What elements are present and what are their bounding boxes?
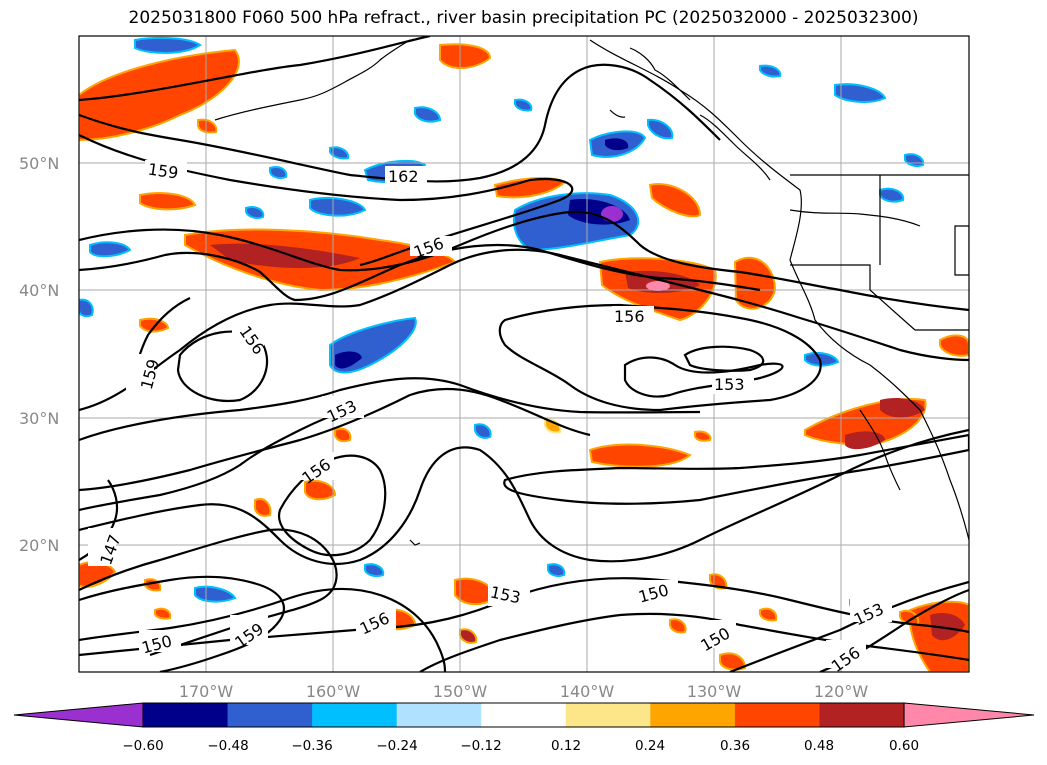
- lat-label-40n: 40°N: [19, 281, 59, 300]
- colorbar-tick-label: −0.24: [376, 738, 417, 754]
- latitude-labels: 50°N 40°N 30°N 20°N: [19, 154, 59, 555]
- contour-labels: 159 162 156 156 159 156 153 153 156 147 …: [88, 160, 892, 676]
- lon-label-130w: 130°W: [687, 682, 742, 701]
- longitude-labels: 170°W 160°W 150°W 140°W 130°W 120°W: [179, 682, 869, 701]
- graticule: [79, 36, 969, 672]
- colorbar-segments: [13, 702, 1035, 728]
- lon-label-160w: 160°W: [306, 682, 361, 701]
- precip-negative-shading: [79, 36, 925, 612]
- colorbar-segment: [312, 703, 398, 727]
- colorbar-segment: [143, 703, 229, 727]
- lon-label-150w: 150°W: [433, 682, 488, 701]
- colorbar: −0.60 −0.48 −0.36 −0.24 −0.12 0.12 0.24 …: [13, 702, 1035, 754]
- colorbar-tick-label: 0.24: [635, 738, 665, 754]
- colorbar-segment: [819, 703, 905, 727]
- colorbar-tick-label: 0.12: [551, 738, 581, 754]
- colorbar-segment: [734, 703, 820, 727]
- colorbar-tick-label: 0.36: [720, 738, 750, 754]
- colorbar-tick-label: −0.60: [122, 738, 163, 754]
- lon-label-120w: 120°W: [814, 682, 869, 701]
- colorbar-tick-label: 0.60: [889, 738, 919, 754]
- colorbar-segment: [650, 703, 736, 727]
- colorbar-segment: [396, 703, 482, 727]
- colorbar-tick-label: −0.12: [460, 738, 501, 754]
- colorbar-border: [142, 702, 905, 728]
- colorbar-segment: [481, 703, 567, 727]
- lon-label-170w: 170°W: [179, 682, 234, 701]
- colorbar-segment: [565, 703, 651, 727]
- contour-label: 156: [614, 307, 645, 326]
- map-title: 2025031800 F060 500 hPa refract., river …: [128, 8, 919, 28]
- lat-label-50n: 50°N: [19, 154, 59, 173]
- colorbar-extend-low: [13, 702, 144, 728]
- contour-label: 162: [388, 167, 419, 186]
- colorbar-tick-label: 0.48: [804, 738, 834, 754]
- colorbar-tick-label: −0.48: [207, 738, 248, 754]
- contour-label: 159: [147, 160, 180, 183]
- colorbar-segment: [227, 703, 313, 727]
- lat-label-20n: 20°N: [19, 536, 59, 555]
- colorbar-ticks: −0.60 −0.48 −0.36 −0.24 −0.12 0.12 0.24 …: [122, 738, 919, 754]
- map-frame: [78, 35, 970, 673]
- colorbar-extend-high: [903, 702, 1035, 728]
- lon-label-140w: 140°W: [560, 682, 615, 701]
- lat-label-30n: 30°N: [19, 409, 59, 428]
- contour-label: 153: [714, 375, 745, 394]
- colorbar-tick-label: −0.36: [291, 738, 332, 754]
